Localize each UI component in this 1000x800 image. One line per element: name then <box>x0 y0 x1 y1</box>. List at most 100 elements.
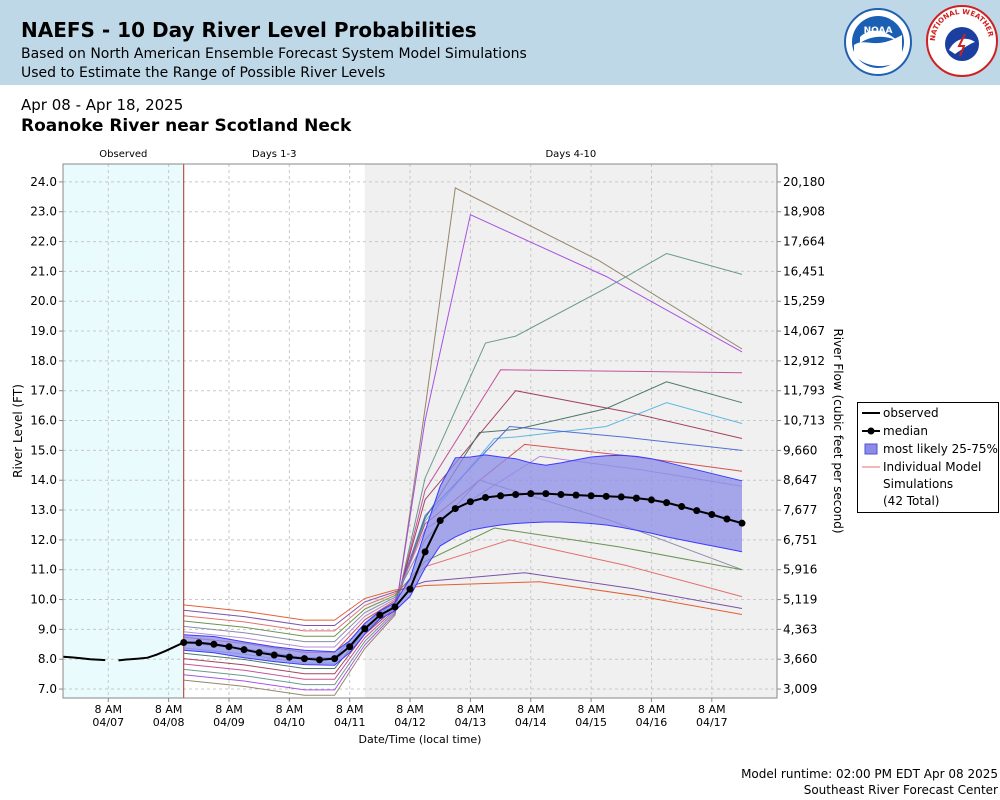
legend-individual-label-3: (42 Total) <box>883 494 940 508</box>
simulation-line <box>183 539 743 632</box>
flow-tick-label: 15,259 <box>783 294 825 308</box>
y-axis-title-right: River Flow (cubic feet per second) <box>831 328 845 533</box>
flow-tick-label: 10,713 <box>783 414 825 428</box>
y-tick-label: 8.0 <box>38 652 57 666</box>
flow-tick-label: 18,908 <box>783 205 825 219</box>
median-point <box>512 491 520 499</box>
median-point <box>180 639 188 647</box>
median-point <box>557 491 565 499</box>
date-range: Apr 08 - Apr 18, 2025 <box>21 96 184 114</box>
median-marker-icon <box>862 427 880 435</box>
period-label-observed: Observed <box>99 149 147 160</box>
median-point <box>708 511 716 519</box>
y-tick-label: 17.0 <box>30 384 57 398</box>
x-tick-date-label: 04/13 <box>455 716 487 729</box>
noaa-logo-icon: NOAA <box>844 8 912 76</box>
y-tick-label: 12.0 <box>30 533 57 547</box>
flow-tick-label: 16,451 <box>783 264 825 278</box>
flow-tick-label: 9,660 <box>783 443 817 457</box>
median-point <box>497 492 505 500</box>
y-tick-label: 10.0 <box>30 593 57 607</box>
likely-range-upper-edge <box>183 454 743 653</box>
observed-period-shade <box>63 164 184 698</box>
simulation-line <box>183 213 743 691</box>
median-point <box>723 515 731 523</box>
chart-legend: observed median most likely 25-75% Indiv… <box>857 402 999 513</box>
x-tick-date-label: 04/09 <box>213 716 245 729</box>
flow-tick-label: 11,793 <box>783 384 825 398</box>
x-tick-time-label: 8 AM <box>336 703 364 716</box>
y-tick-label: 13.0 <box>30 503 57 517</box>
stage-chart: Observed Days 1-3 Days 4-10 7.0 8.0 9.0 10.0 11… <box>11 149 845 746</box>
median-point <box>391 603 399 611</box>
y-axis-title-left: River Level (FT) <box>11 384 25 478</box>
x-axis-title: Date/Time (local time) <box>359 733 482 746</box>
median-point <box>240 646 248 654</box>
median-point <box>255 649 263 657</box>
likely-range-lower-edge <box>183 521 743 666</box>
likely-band-icon <box>864 443 878 455</box>
median-point <box>632 494 640 502</box>
flow-tick-label: 3,660 <box>783 652 817 666</box>
median-point <box>587 492 595 500</box>
y-tick-label: 19.0 <box>30 324 57 338</box>
x-tick-date-label: 04/17 <box>696 716 728 729</box>
median-point <box>572 491 580 499</box>
median-point <box>376 611 384 619</box>
x-tick-time-label: 8 AM <box>276 703 304 716</box>
median-point <box>481 494 489 502</box>
simulation-line <box>183 252 743 686</box>
median-point <box>421 548 429 556</box>
x-tick-time-label: 8 AM <box>396 703 424 716</box>
median-point <box>466 498 474 506</box>
median-point <box>451 505 459 513</box>
median-point <box>346 643 354 651</box>
median-point <box>693 507 701 515</box>
median-point <box>663 499 671 507</box>
x-tick-date-label: 04/10 <box>273 716 305 729</box>
flow-tick-label: 7,677 <box>783 503 817 517</box>
y-tick-label: 22.0 <box>30 235 57 249</box>
median-point <box>647 496 655 504</box>
y-tick-label: 7.0 <box>38 682 57 696</box>
median-point <box>527 490 535 498</box>
x-tick-time-label: 8 AM <box>698 703 726 716</box>
median-point <box>210 640 218 648</box>
y-tick-label: 20.0 <box>30 294 57 308</box>
x-tick-time-label: 8 AM <box>95 703 123 716</box>
x-tick-date-label: 04/14 <box>515 716 547 729</box>
x-tick-time-label: 8 AM <box>517 703 545 716</box>
observed-line-icon <box>862 412 880 414</box>
legend-median-label: median <box>883 424 928 438</box>
nws-logo-icon: NATIONAL WEATHER SERVICE <box>925 4 998 77</box>
y-tick-label: 15.0 <box>30 443 57 457</box>
station-name: Roanoke River near Scotland Neck <box>21 116 352 136</box>
simulation-line <box>183 581 743 621</box>
median-point <box>738 519 746 527</box>
median-point <box>617 493 625 501</box>
flow-tick-label: 14,067 <box>783 324 825 338</box>
legend-individual-label: Individual Model <box>883 460 982 474</box>
model-runtime: Model runtime: 02:00 PM EDT Apr 08 2025 <box>741 767 998 781</box>
page-title: NAEFS - 10 Day River Level Probabilities <box>21 18 477 42</box>
legend-observed-label: observed <box>883 406 939 420</box>
page-subtitle: Based on North American Ensemble Forecas… <box>21 46 527 62</box>
y-tick-label: 18.0 <box>30 354 57 368</box>
median-point <box>225 643 233 651</box>
flow-tick-label: 20,180 <box>783 175 825 189</box>
median-point <box>300 655 308 663</box>
noaa-logo-text: NOAA <box>864 26 893 36</box>
y-tick-label: 24.0 <box>30 175 57 189</box>
median-point <box>331 655 339 663</box>
flow-tick-label: 17,664 <box>783 235 825 249</box>
median-point <box>436 516 444 524</box>
x-tick-date-label: 04/15 <box>575 716 607 729</box>
simulation-line <box>183 369 743 680</box>
simulation-line <box>183 572 743 626</box>
median-point <box>602 492 610 500</box>
median-point <box>285 653 293 661</box>
x-tick-date-label: 04/08 <box>153 716 185 729</box>
y-tick-label: 14.0 <box>30 473 57 487</box>
individual-line-icon <box>862 466 880 468</box>
x-tick-date-label: 04/07 <box>92 716 124 729</box>
